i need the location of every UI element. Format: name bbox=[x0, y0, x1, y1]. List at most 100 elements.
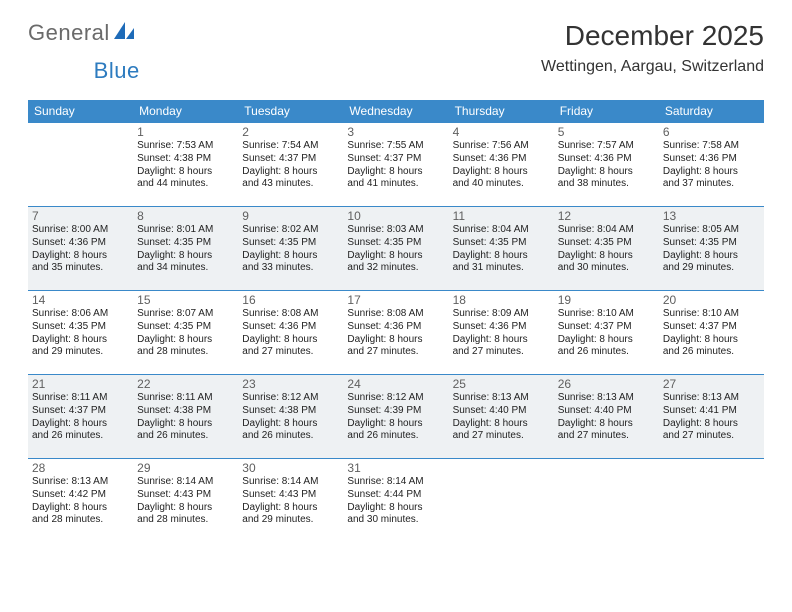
daylight1-text: Daylight: 8 hours bbox=[242, 502, 339, 515]
sunset-text: Sunset: 4:38 PM bbox=[137, 405, 234, 418]
daylight2-text: and 28 minutes. bbox=[32, 514, 129, 527]
daylight1-text: Daylight: 8 hours bbox=[137, 250, 234, 263]
cell-content: Sunrise: 8:10 AMSunset: 4:37 PMDaylight:… bbox=[663, 308, 760, 359]
brand-part1: General bbox=[28, 20, 110, 46]
cell-content: Sunrise: 8:04 AMSunset: 4:35 PMDaylight:… bbox=[453, 224, 550, 275]
daylight1-text: Daylight: 8 hours bbox=[453, 166, 550, 179]
dayhead-mon: Monday bbox=[133, 100, 238, 123]
sunset-text: Sunset: 4:43 PM bbox=[137, 489, 234, 502]
cell-content: Sunrise: 8:13 AMSunset: 4:40 PMDaylight:… bbox=[453, 392, 550, 443]
cell-content: Sunrise: 8:14 AMSunset: 4:43 PMDaylight:… bbox=[242, 476, 339, 527]
cell-content: Sunrise: 8:13 AMSunset: 4:41 PMDaylight:… bbox=[663, 392, 760, 443]
calendar-cell: 11Sunrise: 8:04 AMSunset: 4:35 PMDayligh… bbox=[449, 207, 554, 291]
sunrise-text: Sunrise: 8:13 AM bbox=[453, 392, 550, 405]
day-number: 17 bbox=[347, 293, 444, 307]
sunrise-text: Sunrise: 8:07 AM bbox=[137, 308, 234, 321]
daylight2-text: and 41 minutes. bbox=[347, 178, 444, 191]
daylight2-text: and 26 minutes. bbox=[137, 430, 234, 443]
cell-content: Sunrise: 8:06 AMSunset: 4:35 PMDaylight:… bbox=[32, 308, 129, 359]
daylight2-text: and 31 minutes. bbox=[453, 262, 550, 275]
calendar-cell: 4Sunrise: 7:56 AMSunset: 4:36 PMDaylight… bbox=[449, 123, 554, 207]
daylight2-text: and 26 minutes. bbox=[32, 430, 129, 443]
calendar-cell bbox=[659, 459, 764, 543]
sunset-text: Sunset: 4:36 PM bbox=[347, 321, 444, 334]
day-number: 6 bbox=[663, 125, 760, 139]
day-number: 14 bbox=[32, 293, 129, 307]
calendar-cell: 15Sunrise: 8:07 AMSunset: 4:35 PMDayligh… bbox=[133, 291, 238, 375]
daylight1-text: Daylight: 8 hours bbox=[242, 334, 339, 347]
calendar-cell bbox=[554, 459, 659, 543]
day-number: 10 bbox=[347, 209, 444, 223]
daylight2-text: and 26 minutes. bbox=[242, 430, 339, 443]
daylight2-text: and 38 minutes. bbox=[558, 178, 655, 191]
sunset-text: Sunset: 4:40 PM bbox=[558, 405, 655, 418]
day-number: 1 bbox=[137, 125, 234, 139]
day-number: 8 bbox=[137, 209, 234, 223]
day-number: 13 bbox=[663, 209, 760, 223]
sunset-text: Sunset: 4:43 PM bbox=[242, 489, 339, 502]
daylight1-text: Daylight: 8 hours bbox=[347, 502, 444, 515]
dayhead-fri: Friday bbox=[554, 100, 659, 123]
daylight2-text: and 27 minutes. bbox=[453, 346, 550, 359]
brand-part2: Blue bbox=[94, 58, 140, 84]
page: General December 2025 Wettingen, Aargau,… bbox=[0, 0, 792, 563]
calendar-head: Sunday Monday Tuesday Wednesday Thursday… bbox=[28, 100, 764, 123]
daylight2-text: and 27 minutes. bbox=[347, 346, 444, 359]
calendar-table: Sunday Monday Tuesday Wednesday Thursday… bbox=[28, 100, 764, 543]
day-number: 21 bbox=[32, 377, 129, 391]
calendar-cell: 19Sunrise: 8:10 AMSunset: 4:37 PMDayligh… bbox=[554, 291, 659, 375]
calendar-cell: 23Sunrise: 8:12 AMSunset: 4:38 PMDayligh… bbox=[238, 375, 343, 459]
sunrise-text: Sunrise: 8:08 AM bbox=[242, 308, 339, 321]
calendar-cell: 21Sunrise: 8:11 AMSunset: 4:37 PMDayligh… bbox=[28, 375, 133, 459]
sunrise-text: Sunrise: 7:58 AM bbox=[663, 140, 760, 153]
daylight1-text: Daylight: 8 hours bbox=[663, 166, 760, 179]
day-number: 11 bbox=[453, 209, 550, 223]
calendar-cell: 9Sunrise: 8:02 AMSunset: 4:35 PMDaylight… bbox=[238, 207, 343, 291]
cell-content: Sunrise: 8:09 AMSunset: 4:36 PMDaylight:… bbox=[453, 308, 550, 359]
calendar-body: 1Sunrise: 7:53 AMSunset: 4:38 PMDaylight… bbox=[28, 123, 764, 543]
calendar-cell: 5Sunrise: 7:57 AMSunset: 4:36 PMDaylight… bbox=[554, 123, 659, 207]
sunrise-text: Sunrise: 8:01 AM bbox=[137, 224, 234, 237]
calendar-row: 28Sunrise: 8:13 AMSunset: 4:42 PMDayligh… bbox=[28, 459, 764, 543]
sunset-text: Sunset: 4:36 PM bbox=[453, 321, 550, 334]
sunrise-text: Sunrise: 8:14 AM bbox=[137, 476, 234, 489]
daylight2-text: and 26 minutes. bbox=[558, 346, 655, 359]
calendar-cell: 16Sunrise: 8:08 AMSunset: 4:36 PMDayligh… bbox=[238, 291, 343, 375]
day-number: 27 bbox=[663, 377, 760, 391]
sunset-text: Sunset: 4:40 PM bbox=[453, 405, 550, 418]
daylight1-text: Daylight: 8 hours bbox=[137, 334, 234, 347]
daylight2-text: and 28 minutes. bbox=[137, 514, 234, 527]
cell-content: Sunrise: 8:05 AMSunset: 4:35 PMDaylight:… bbox=[663, 224, 760, 275]
daylight2-text: and 34 minutes. bbox=[137, 262, 234, 275]
cell-content: Sunrise: 8:14 AMSunset: 4:44 PMDaylight:… bbox=[347, 476, 444, 527]
sunset-text: Sunset: 4:36 PM bbox=[558, 153, 655, 166]
daylight1-text: Daylight: 8 hours bbox=[453, 418, 550, 431]
day-number: 24 bbox=[347, 377, 444, 391]
sunset-text: Sunset: 4:36 PM bbox=[242, 321, 339, 334]
dayhead-sat: Saturday bbox=[659, 100, 764, 123]
sunset-text: Sunset: 4:36 PM bbox=[663, 153, 760, 166]
sunset-text: Sunset: 4:44 PM bbox=[347, 489, 444, 502]
calendar-cell: 1Sunrise: 7:53 AMSunset: 4:38 PMDaylight… bbox=[133, 123, 238, 207]
sunrise-text: Sunrise: 8:00 AM bbox=[32, 224, 129, 237]
sunrise-text: Sunrise: 8:11 AM bbox=[32, 392, 129, 405]
calendar-cell: 26Sunrise: 8:13 AMSunset: 4:40 PMDayligh… bbox=[554, 375, 659, 459]
sunrise-text: Sunrise: 8:04 AM bbox=[558, 224, 655, 237]
cell-content: Sunrise: 8:07 AMSunset: 4:35 PMDaylight:… bbox=[137, 308, 234, 359]
daylight2-text: and 29 minutes. bbox=[242, 514, 339, 527]
daylight1-text: Daylight: 8 hours bbox=[663, 418, 760, 431]
cell-content: Sunrise: 8:13 AMSunset: 4:40 PMDaylight:… bbox=[558, 392, 655, 443]
sunrise-text: Sunrise: 8:13 AM bbox=[663, 392, 760, 405]
day-number: 3 bbox=[347, 125, 444, 139]
cell-content: Sunrise: 8:00 AMSunset: 4:36 PMDaylight:… bbox=[32, 224, 129, 275]
calendar-cell: 2Sunrise: 7:54 AMSunset: 4:37 PMDaylight… bbox=[238, 123, 343, 207]
calendar-cell: 12Sunrise: 8:04 AMSunset: 4:35 PMDayligh… bbox=[554, 207, 659, 291]
cell-content: Sunrise: 8:12 AMSunset: 4:38 PMDaylight:… bbox=[242, 392, 339, 443]
daylight1-text: Daylight: 8 hours bbox=[558, 334, 655, 347]
daylight1-text: Daylight: 8 hours bbox=[137, 418, 234, 431]
daylight1-text: Daylight: 8 hours bbox=[242, 250, 339, 263]
sunrise-text: Sunrise: 8:12 AM bbox=[347, 392, 444, 405]
cell-content: Sunrise: 8:12 AMSunset: 4:39 PMDaylight:… bbox=[347, 392, 444, 443]
cell-content: Sunrise: 8:10 AMSunset: 4:37 PMDaylight:… bbox=[558, 308, 655, 359]
dayhead-tue: Tuesday bbox=[238, 100, 343, 123]
